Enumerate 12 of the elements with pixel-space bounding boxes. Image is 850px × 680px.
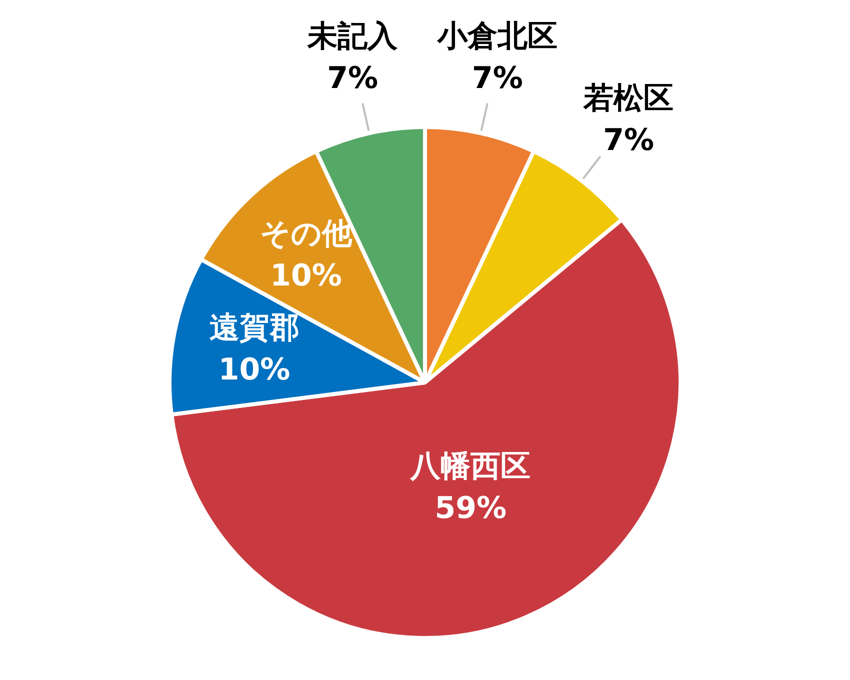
slice-label: 未記入 xyxy=(306,19,399,54)
data-label: 10% xyxy=(270,258,342,294)
data-label: 59% xyxy=(434,490,507,526)
data-label: 7% xyxy=(327,61,378,96)
slice-label: 遠賀郡 xyxy=(209,310,300,346)
data-label: 7% xyxy=(603,122,654,158)
slice-label: 小倉北区 xyxy=(436,19,558,54)
slice-label: 八幡西区 xyxy=(410,448,531,484)
slice-label: その他 xyxy=(260,216,354,252)
data-label: 7% xyxy=(472,61,523,96)
slice-label: 若松区 xyxy=(582,80,674,116)
data-label: 10% xyxy=(218,352,290,388)
